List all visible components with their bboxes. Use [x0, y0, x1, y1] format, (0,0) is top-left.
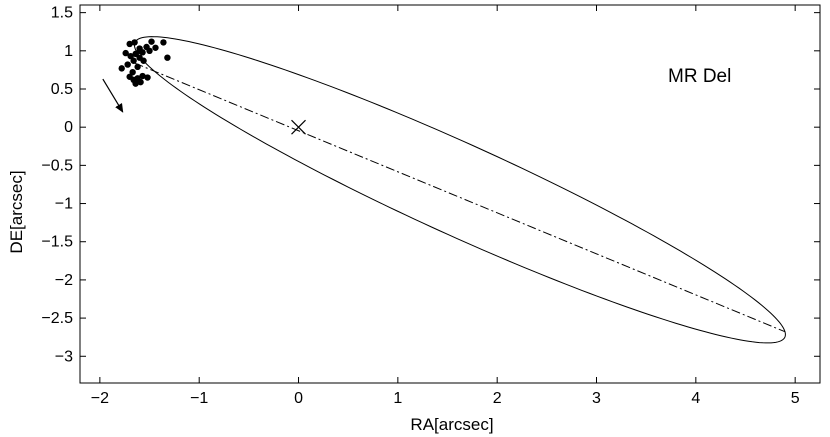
observation-point [131, 39, 138, 46]
y-tick-label: −1.5 [41, 234, 73, 251]
primary-marker-stroke [291, 119, 306, 135]
x-tick-label: 4 [691, 390, 700, 407]
observation-point [130, 57, 137, 64]
x-tick-label: 1 [393, 390, 402, 407]
y-tick-label: 1.5 [51, 5, 73, 22]
observation-point [122, 49, 129, 57]
motion-arrow [102, 78, 124, 113]
observation-point [136, 47, 143, 55]
x-tick-label: −1 [190, 390, 208, 407]
y-tick-label: −2 [55, 272, 73, 289]
x-tick-label: 3 [592, 390, 601, 407]
observation-point [139, 72, 146, 80]
x-tick-label: 0 [294, 390, 303, 407]
observation-point [127, 52, 134, 60]
x-tick-label: 2 [493, 390, 502, 407]
observation-point [137, 78, 144, 86]
y-tick-label: 1 [64, 43, 73, 60]
y-tick-label: −1 [55, 196, 73, 213]
observation-point [152, 44, 159, 51]
observation-point [129, 69, 136, 76]
observation-point [126, 40, 133, 48]
x-axis-ticks: −2 −1 0 1 2 3 4 5 [91, 5, 800, 407]
y-tick-label: −3 [55, 348, 73, 365]
y-tick-label: 0 [64, 119, 73, 136]
y-tick-label: 0.5 [51, 81, 73, 98]
y-tick-label: −0.5 [41, 157, 73, 174]
plot-area [79, 4, 821, 384]
observation-point [144, 74, 151, 81]
line-of-apsides [134, 62, 786, 333]
observation-point [124, 61, 131, 68]
x-axis-label: RA[arcsec] [410, 415, 493, 434]
x-tick-label: 5 [791, 390, 800, 407]
primary-marker [291, 119, 306, 135]
observation-point [134, 63, 141, 71]
x-tick-label: −2 [91, 390, 109, 407]
observation-point [118, 65, 125, 72]
annotation-label: MR Del [668, 66, 731, 87]
observation-point [140, 57, 147, 64]
observation-point [160, 39, 167, 46]
y-axis-label: DE[arcsec] [7, 170, 26, 253]
observation-point [148, 38, 155, 45]
observation-point [164, 54, 171, 61]
y-axis-ticks: 1.5 1 0.5 0 −0.5 −1 −1.5 −2 −2.5 −3 [41, 5, 820, 365]
observation-point [146, 47, 153, 55]
observation-point [132, 80, 139, 87]
axes-frame [79, 4, 821, 384]
y-tick-label: −2.5 [41, 310, 73, 327]
